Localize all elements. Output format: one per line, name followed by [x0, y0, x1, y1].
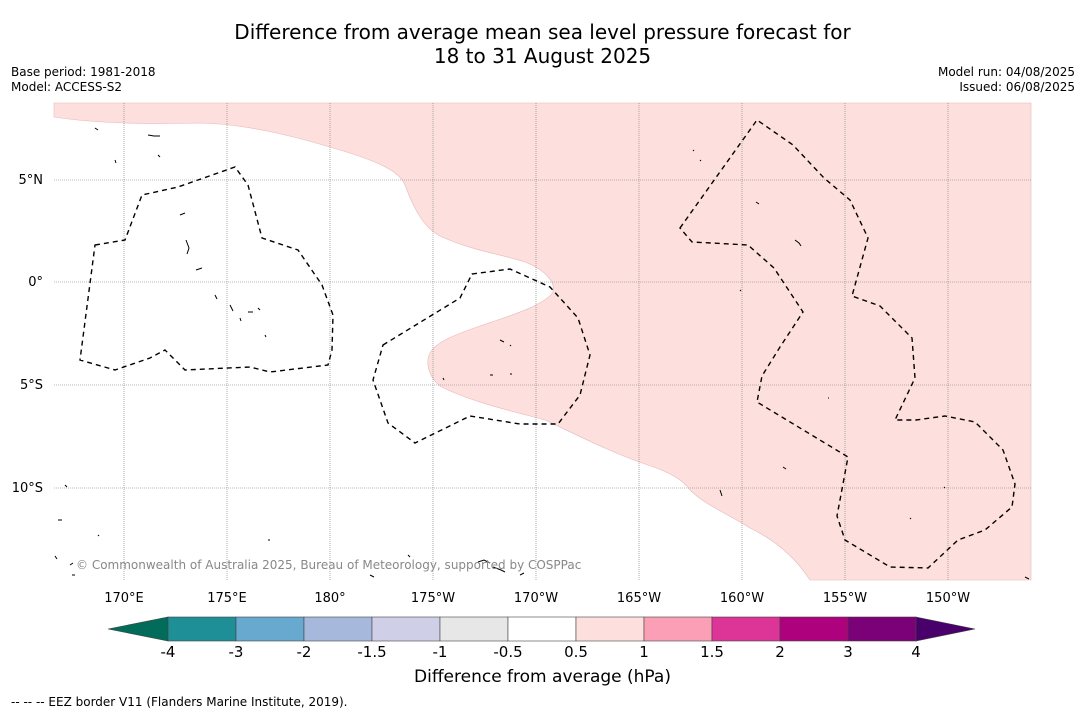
meta-left: Base period: 1981-2018 Model: ACCESS-S2	[11, 65, 156, 95]
base-period: Base period: 1981-2018	[11, 65, 156, 79]
colorbar	[107, 616, 976, 642]
colorbar-bin	[779, 616, 849, 642]
eez-legend-note: -- -- -- EEZ border V11 (Flanders Marine…	[11, 695, 348, 709]
colorbar-bin	[643, 616, 713, 642]
chart-title: Difference from average mean sea level p…	[0, 20, 1085, 68]
colorbar-tick-label: 0.5	[564, 643, 588, 661]
lon-label-150w: 150°W	[926, 591, 970, 606]
colorbar-tick-label: 1	[639, 643, 649, 661]
lat-label-5s: 5°S	[20, 378, 43, 393]
anomaly-region-positive	[53, 102, 1032, 581]
colorbar-bin	[575, 616, 645, 642]
lon-label-175w: 175°W	[411, 591, 455, 606]
eez-border-kiribati-gilbert	[79, 166, 334, 373]
colorbar-label: Difference from average (hPa)	[414, 667, 671, 687]
islands	[54, 127, 1030, 580]
colorbar-tick-label: -3	[228, 643, 244, 661]
colorbar-bin	[235, 616, 305, 642]
copyright-notice: © Commonwealth of Australia 2025, Bureau…	[76, 558, 582, 572]
colorbar-tick-label: 3	[843, 643, 853, 661]
colorbar-tick-label: 4	[911, 643, 921, 661]
lat-label-5n: 5°N	[19, 173, 44, 188]
colorbar-tick-label: -2	[296, 643, 312, 661]
colorbar-bin	[439, 616, 509, 642]
colorbar-bin	[371, 616, 441, 642]
lon-label-175e: 175°E	[207, 591, 247, 606]
lon-label-170e: 170°E	[104, 591, 144, 606]
colorbar-tick-label: -0.5	[493, 643, 523, 661]
meta-right: Model run: 04/08/2025 Issued: 06/08/2025	[938, 65, 1075, 95]
colorbar-tick-label: 2	[775, 643, 785, 661]
lon-label-160w: 160°W	[720, 591, 764, 606]
model-name: Model: ACCESS-S2	[11, 80, 123, 94]
colorbar-tick-label: 1.5	[700, 643, 724, 661]
gridlines	[54, 103, 1031, 580]
lon-label-170w: 170°W	[514, 591, 558, 606]
colorbar-ticks: -4 -3 -2 -1.5 -1 -0.5 0.5 1 1.5 2 3 4	[0, 643, 1085, 663]
lon-label-165w: 165°W	[617, 591, 661, 606]
model-run: Model run: 04/08/2025	[937, 65, 1075, 79]
lat-label-0: 0°	[28, 275, 43, 290]
lon-labels: 170°E 175°E 180° 175°W 170°W 165°W 160°W…	[104, 591, 970, 606]
eez-borders	[79, 119, 1016, 569]
lat-label-10s: 10°S	[12, 481, 43, 496]
eez-border-line-islands	[679, 119, 1016, 569]
colorbar-tick-label: -1.5	[357, 643, 387, 661]
colorbar-bin	[303, 616, 373, 642]
lon-label-155w: 155°W	[823, 591, 867, 606]
eez-border-phoenix	[372, 268, 591, 444]
colorbar-tick-label: -4	[160, 643, 176, 661]
colorbar-over-arrow	[915, 616, 976, 642]
lat-labels: 5°N 0° 5°S 10°S	[12, 173, 43, 496]
colorbar-tick-label: -1	[432, 643, 448, 661]
title-line-1: Difference from average mean sea level p…	[234, 20, 851, 44]
title-line-2: 18 to 31 August 2025	[433, 44, 652, 68]
colorbar-bin	[847, 616, 917, 642]
lon-label-180: 180°	[314, 591, 345, 606]
colorbar-bin	[711, 616, 781, 642]
colorbar-bin	[167, 616, 237, 642]
issued-date: Issued: 06/08/2025	[959, 80, 1075, 94]
colorbar-under-arrow	[107, 616, 169, 642]
colorbar-bin	[507, 616, 577, 642]
